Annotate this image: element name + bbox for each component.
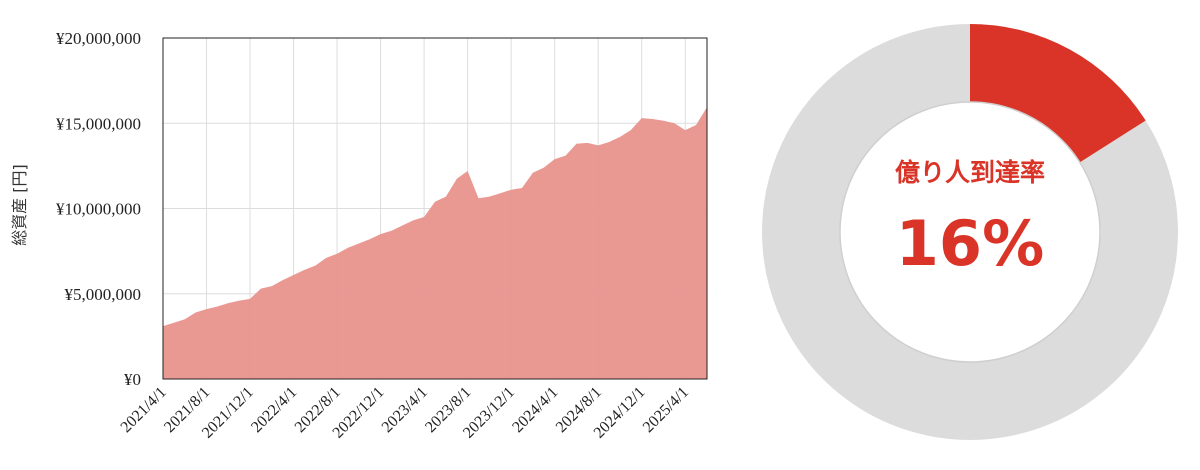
total-assets-area-chart: ¥0 ¥5,000,000 ¥10,000,000 ¥15,000,000 ¥20,00… (10, 29, 708, 442)
donut-hole (840, 102, 1100, 362)
donut-inner-ring (839, 101, 1101, 363)
y-tick-label: ¥20,000,000 (56, 29, 141, 48)
donut-title: 億り人到達率 (895, 158, 1045, 187)
billionaire-progress-donut: 億り人到達率 16% (762, 24, 1178, 440)
donut-achieved-slice (970, 24, 1146, 163)
x-tick-label: 2024/4/1 (509, 384, 561, 436)
x-axis-ticks: 2021/4/12021/8/12021/12/12022/4/12022/8/… (118, 384, 692, 442)
donut-percentage: 16% (896, 207, 1044, 280)
plot-frame (162, 37, 708, 380)
y-tick-label: ¥15,000,000 (56, 114, 141, 133)
y-axis-ticks: ¥0 ¥5,000,000 ¥10,000,000 ¥15,000,000 ¥20,00… (56, 29, 141, 389)
x-tick-label: 2021/4/1 (118, 384, 170, 436)
x-tick-label: 2023/4/1 (379, 384, 431, 436)
y-tick-label: ¥0 (124, 370, 141, 389)
total-assets-area (163, 107, 707, 379)
x-tick-label: 2022/4/1 (248, 384, 300, 436)
y-axis-label: 総資産 [円] (10, 164, 29, 246)
y-tick-label: ¥10,000,000 (56, 200, 141, 219)
x-tick-label: 2025/4/1 (640, 384, 692, 436)
y-tick-label: ¥5,000,000 (65, 285, 142, 304)
